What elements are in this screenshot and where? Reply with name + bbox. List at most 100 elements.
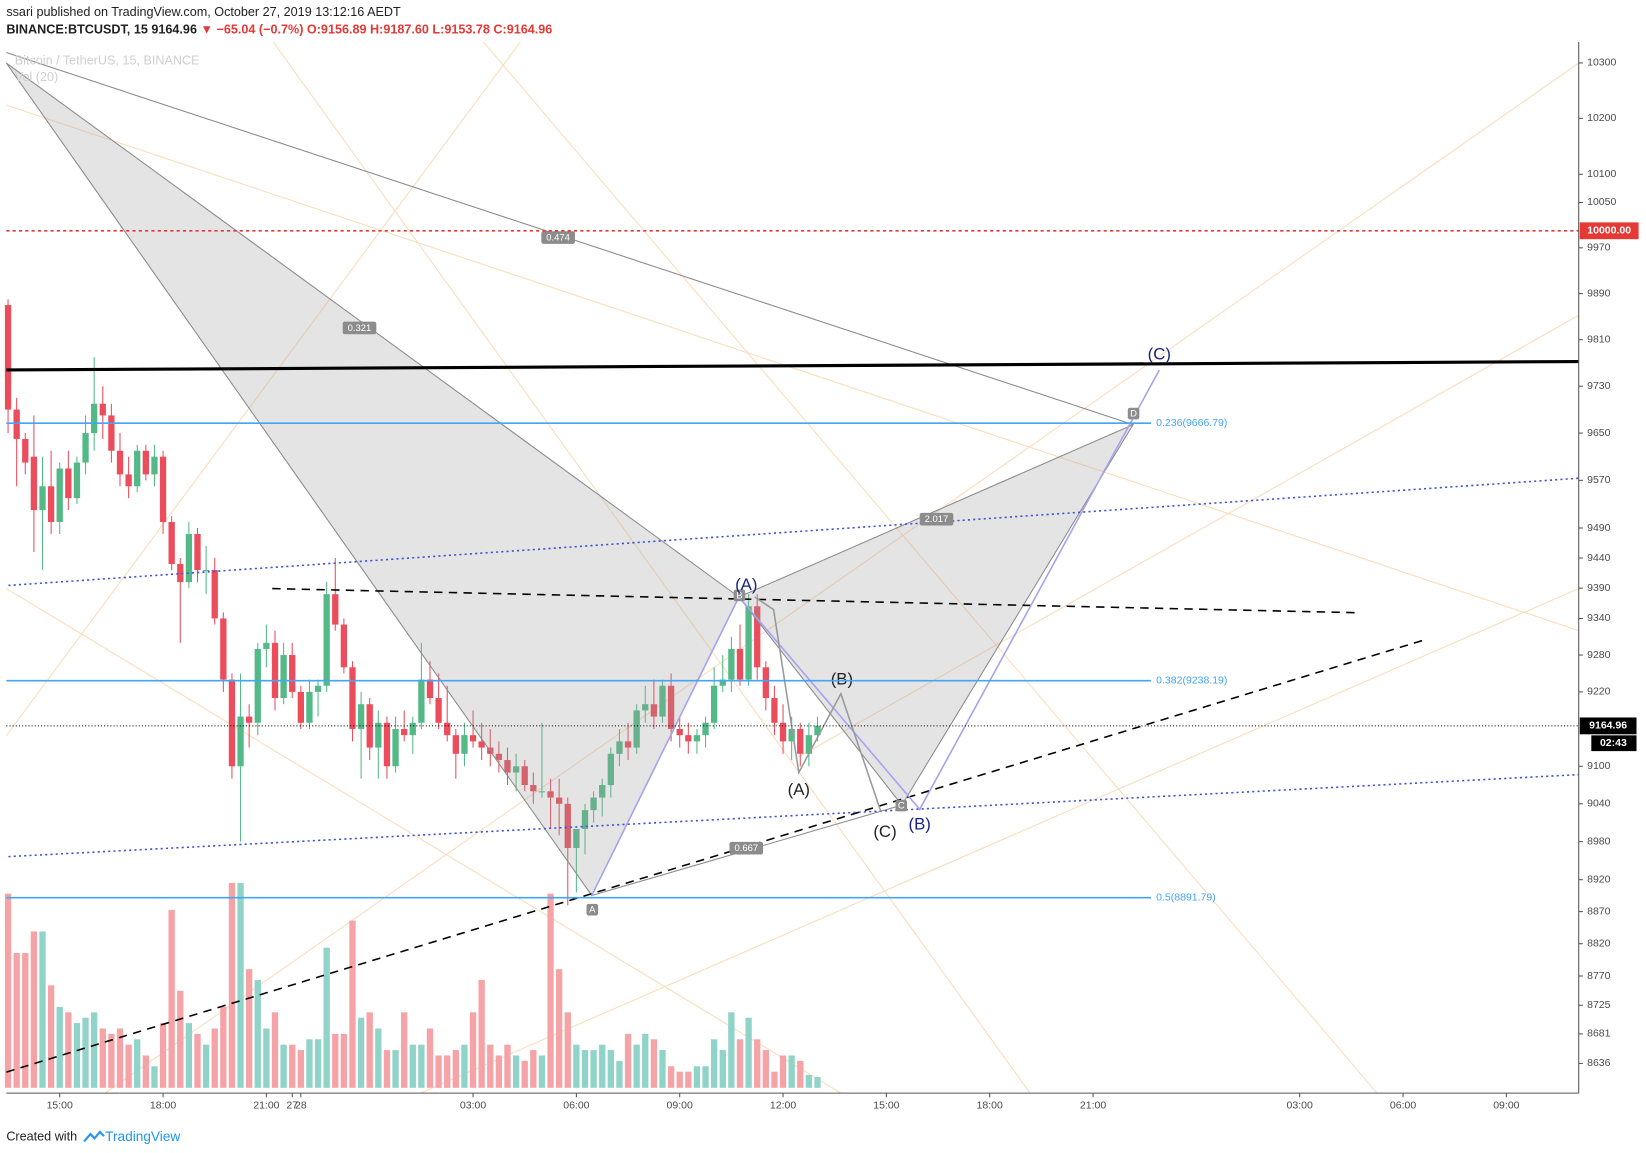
candle-body: [685, 735, 692, 742]
ratio-label: 0.321: [348, 323, 372, 334]
published: ssari published on TradingView.com, Octo…: [6, 5, 401, 19]
volume-bar: [771, 1071, 778, 1088]
wave-label: (A): [788, 780, 810, 799]
volume-bar: [581, 1050, 589, 1088]
volume-bar: [323, 947, 330, 1088]
candle-body: [237, 716, 244, 767]
volume-bar: [108, 1033, 115, 1088]
candle-body: [719, 679, 726, 686]
volume-bar: [91, 1012, 98, 1088]
candle-body: [693, 735, 701, 742]
point-label: C: [898, 801, 905, 812]
candle-body: [504, 760, 511, 773]
volume-bar: [521, 1060, 528, 1088]
volume-bar: [495, 1055, 503, 1088]
volume-bar: [676, 1071, 683, 1088]
candle-body: [228, 679, 236, 767]
x-tick-label: 15:00: [873, 1099, 899, 1111]
countdown-label: 02:43: [1600, 737, 1627, 749]
volume-bar: [418, 1044, 425, 1088]
candle-body: [779, 722, 787, 742]
candle-body: [159, 456, 167, 523]
y-tick-label: 10100: [1587, 168, 1616, 180]
volume-bar: [426, 1028, 434, 1088]
x-tick-label: 15:00: [47, 1099, 73, 1111]
candle-body: [530, 785, 537, 792]
point-box: [1127, 407, 1140, 420]
y-tick-label: 9570: [1587, 474, 1611, 486]
ratio-label: 2.017: [925, 514, 949, 525]
wave-major: [591, 369, 1161, 896]
candle-body: [340, 624, 348, 668]
candle-body: [194, 533, 201, 571]
candle-body: [556, 797, 563, 804]
volume-bar: [573, 1044, 580, 1088]
point-box: [895, 799, 908, 812]
volume-bar: [745, 1017, 752, 1088]
close: C:9164.96: [493, 23, 552, 37]
volume-bar: [383, 1050, 391, 1088]
volume-bar: [220, 1006, 227, 1088]
gann-line: [798, 314, 1579, 758]
volume-bar: [357, 1017, 365, 1088]
volume-bar: [392, 1050, 399, 1088]
x-tick-label: 06:00: [1390, 1099, 1416, 1111]
y-tick-label: 9890: [1587, 287, 1611, 299]
volume-bar: [4, 893, 12, 1088]
candle-body: [495, 753, 503, 761]
candle-body: [452, 735, 459, 754]
y-tick-label: 8770: [1587, 970, 1611, 982]
candle-body: [409, 722, 416, 736]
candle-body: [30, 456, 38, 511]
volume-bar: [711, 1039, 718, 1088]
dashed-line: [6, 638, 1428, 1073]
resistance-line: [6, 359, 1579, 372]
candle-body: [461, 735, 468, 754]
volume-bar: [151, 1066, 158, 1088]
volume-bar: [211, 1028, 218, 1088]
ratio-label: 0.474: [546, 233, 570, 244]
candle-body: [65, 468, 72, 499]
point-label: A: [589, 905, 596, 916]
candle-body: [702, 722, 709, 736]
y-tick-label: 9040: [1587, 798, 1611, 810]
candle-body: [332, 594, 339, 625]
candle-body: [125, 474, 132, 487]
candle-body: [108, 415, 115, 451]
candle-body: [99, 403, 106, 416]
candle-body: [788, 728, 795, 742]
alert-label-box: [1579, 222, 1639, 240]
candle-body: [357, 704, 365, 729]
volume-bar: [409, 1044, 416, 1088]
gann-line: [6, 104, 1579, 632]
candle-body: [599, 785, 606, 798]
volume-bar: [590, 1050, 597, 1088]
candle-body: [444, 722, 451, 736]
volume-bar: [366, 1012, 373, 1088]
volume-bar: [435, 1055, 442, 1088]
candle-body: [401, 728, 408, 736]
volume-bar: [271, 1012, 279, 1088]
volume-bar: [538, 1055, 546, 1088]
candle-body: [754, 606, 761, 668]
change: ▼ −65.04 (−0.7%): [200, 23, 303, 37]
x-tick-label: 21:00: [1080, 1099, 1106, 1111]
y-tick-label: 9100: [1587, 760, 1611, 772]
volume-bar: [263, 1028, 270, 1088]
volume-bar: [452, 1050, 459, 1088]
footer-created: Created with: [6, 1130, 77, 1144]
y-tick-label: 9810: [1587, 333, 1611, 345]
volume-bar: [564, 1012, 571, 1088]
x-tick-label: 21:00: [253, 1099, 279, 1111]
fib-label: 0.382(9238.19): [1156, 674, 1227, 686]
volume-bar: [642, 1033, 649, 1088]
fib-label: 0.236(9666.79): [1156, 417, 1227, 429]
volume-bar: [168, 909, 175, 1088]
volume-bar: [659, 1050, 666, 1088]
symbol-line: BINANCE:BTCUSDT, 15 9164.96 ▼ −65.04 (−0…: [6, 23, 552, 37]
candle-body: [220, 618, 227, 680]
volume-bar: [530, 1050, 537, 1088]
wave-label: (B): [909, 815, 931, 834]
volume-bar: [39, 931, 46, 1088]
candle-body: [762, 667, 769, 699]
